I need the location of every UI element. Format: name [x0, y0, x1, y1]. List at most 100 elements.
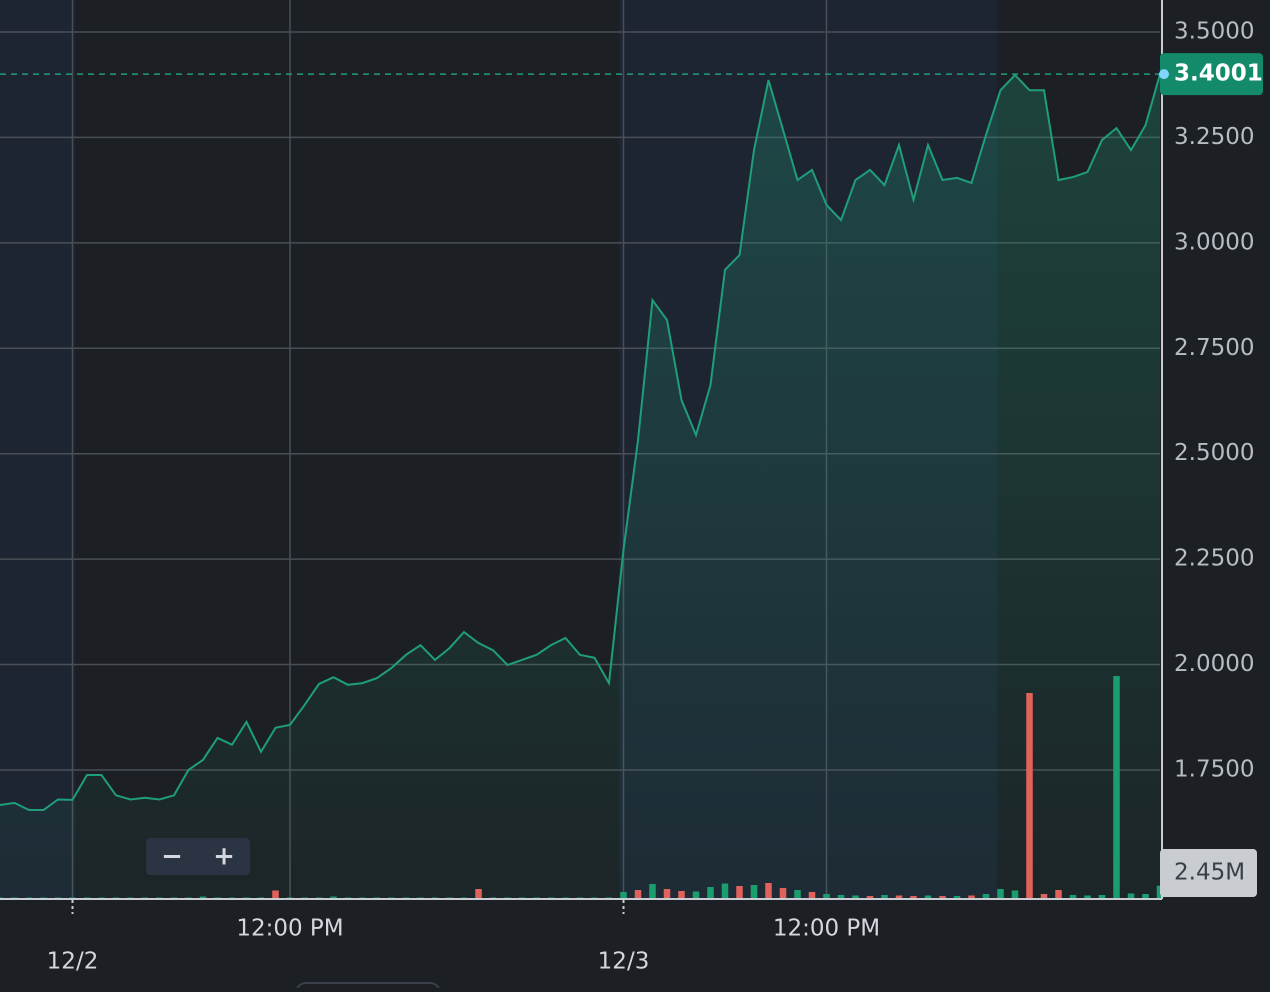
y-tick-label: 3.5000: [1174, 19, 1254, 45]
volume-bar: [127, 897, 134, 898]
volume-bar: [1011, 890, 1019, 898]
volume-bar: [11, 897, 18, 898]
volume-bar: [301, 897, 308, 898]
last-point: [1159, 69, 1169, 80]
scroll-handle[interactable]: [295, 982, 441, 992]
volume-bar: [185, 897, 192, 898]
volume-bar: [997, 889, 1004, 898]
volume-bar: [417, 897, 424, 898]
volume-bar: [475, 889, 482, 898]
volume-bar: [808, 892, 816, 898]
volume-tag-label: 2.45M: [1174, 860, 1245, 886]
volume-bar: [591, 897, 598, 898]
volume-bar: [1084, 895, 1091, 898]
volume-bar: [1040, 894, 1048, 898]
volume-bar: [373, 897, 381, 898]
volume-bar: [837, 895, 845, 898]
zoom-in[interactable]: +: [213, 842, 235, 872]
volume-bar: [736, 886, 743, 898]
volume-bar: [1026, 693, 1033, 898]
volume-bar: [431, 897, 439, 898]
volume-bar: [25, 897, 33, 898]
volume-bar: [605, 897, 613, 898]
y-tick-label: 3.0000: [1174, 229, 1254, 255]
x-tick-label: 12:00 PM: [236, 916, 343, 942]
volume-bar: [141, 897, 149, 898]
volume-bar: [156, 897, 163, 898]
volume-bar: [243, 897, 250, 898]
price-line: [0, 73, 1161, 812]
volume-bar: [982, 894, 990, 898]
volume-bar: [286, 897, 294, 898]
date-label: 12/3: [598, 949, 650, 975]
volume-bar: [692, 891, 700, 898]
volume-bar: [388, 897, 395, 898]
area: [0, 74, 1160, 898]
volume-bar: [620, 892, 627, 898]
volume-bar: [460, 897, 468, 898]
zoom-out[interactable]: −: [161, 842, 183, 872]
zoom-panel: [146, 838, 250, 875]
volume-bar: [881, 895, 888, 898]
volume-bar: [1069, 895, 1077, 898]
volume-bar: [663, 889, 671, 898]
volume-bar: [228, 897, 236, 898]
volume-bar: [40, 897, 47, 898]
volume-bar: [518, 897, 526, 898]
volume-bar: [1098, 895, 1106, 898]
volume-bar: [707, 887, 714, 898]
volume-bar: [315, 897, 323, 898]
volume-bar: [779, 888, 787, 898]
volume-tag: [1160, 849, 1257, 897]
volume-bar: [939, 896, 946, 898]
price-tag: [1160, 53, 1263, 96]
volume-bar: [562, 897, 569, 898]
volume-bar: [214, 897, 221, 898]
volume-bar: [649, 884, 656, 898]
volume-bar: [910, 896, 917, 898]
volume-bar: [170, 897, 178, 898]
volume-bar: [866, 896, 874, 898]
volume-bar: [968, 895, 975, 898]
volume-bar: [83, 897, 91, 898]
y-tick-label: 3.2500: [1174, 124, 1254, 150]
volume-bar: [257, 897, 265, 898]
volume-bar: [344, 897, 352, 898]
x-tick-label: 12:00 PM: [773, 916, 880, 942]
volume-bar: [199, 896, 207, 898]
volume-bar: [69, 897, 76, 898]
volume-bar: [765, 883, 772, 898]
zoom-controls[interactable]: − +: [146, 838, 250, 875]
volume-bar: [272, 890, 279, 898]
volume-bar: [0, 897, 4, 898]
volume-bar: [533, 897, 540, 898]
y-tick-label: 2.2500: [1174, 546, 1254, 572]
volume-bar: [953, 896, 961, 898]
volume-bar: [721, 883, 729, 898]
volume-bar: [330, 896, 337, 898]
volume-bar: [1142, 894, 1149, 898]
volume-bar: [54, 897, 62, 898]
volume-bar: [823, 894, 830, 898]
volume-bar: [504, 897, 511, 898]
y-tick-label: 2.7500: [1174, 335, 1254, 361]
volume-bar: [852, 895, 859, 898]
volume-bar: [634, 890, 642, 898]
volume-bar: [547, 897, 555, 898]
volume-bar: [794, 890, 801, 898]
volume-bar: [1113, 676, 1120, 898]
volume-bar: [489, 897, 497, 898]
volume-bar: [895, 895, 903, 898]
volume-bar: [576, 897, 584, 898]
volume-bar: [359, 897, 366, 898]
y-tick-label: 2.5000: [1174, 440, 1254, 466]
volume-bar: [112, 897, 120, 898]
volume-bar: [750, 885, 758, 898]
volume-bar: [446, 897, 453, 898]
price-tag-label: 3.4001: [1174, 61, 1263, 87]
volume-bar: [924, 895, 932, 898]
volume-bar: [402, 897, 410, 898]
volume-bar: [98, 897, 105, 898]
volume-bar: [678, 891, 685, 898]
